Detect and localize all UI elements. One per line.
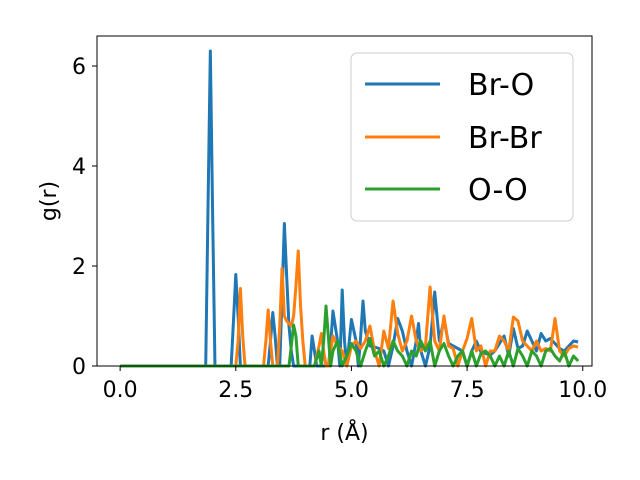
x-tick-label: 7.5 (450, 378, 485, 403)
legend-label-br-o: Br-O (468, 68, 534, 103)
legend: Br-O Br-Br O-O (350, 52, 574, 222)
legend-box (350, 52, 574, 222)
x-tick-label: 0.0 (103, 378, 138, 403)
y-axis-ticks: 0 2 4 6 (72, 55, 97, 380)
y-tick-label: 0 (72, 355, 86, 380)
x-axis-label: r (Å) (320, 419, 368, 446)
y-tick-label: 2 (72, 255, 86, 280)
legend-label-o-o: O-O (468, 173, 528, 208)
legend-label-br-br: Br-Br (468, 121, 542, 156)
y-tick-label: 6 (72, 55, 86, 80)
series-line-o-o (120, 304, 580, 368)
x-tick-label: 5.0 (334, 378, 369, 403)
x-tick-label: 2.5 (218, 378, 253, 403)
x-tick-label: 10.0 (558, 378, 607, 403)
axes-frame (96, 35, 593, 367)
y-tick-label: 4 (72, 155, 86, 180)
y-axis-label: g(r) (37, 181, 62, 221)
x-axis-ticks: 0.0 2.5 5.0 7.5 10.0 (103, 366, 607, 403)
